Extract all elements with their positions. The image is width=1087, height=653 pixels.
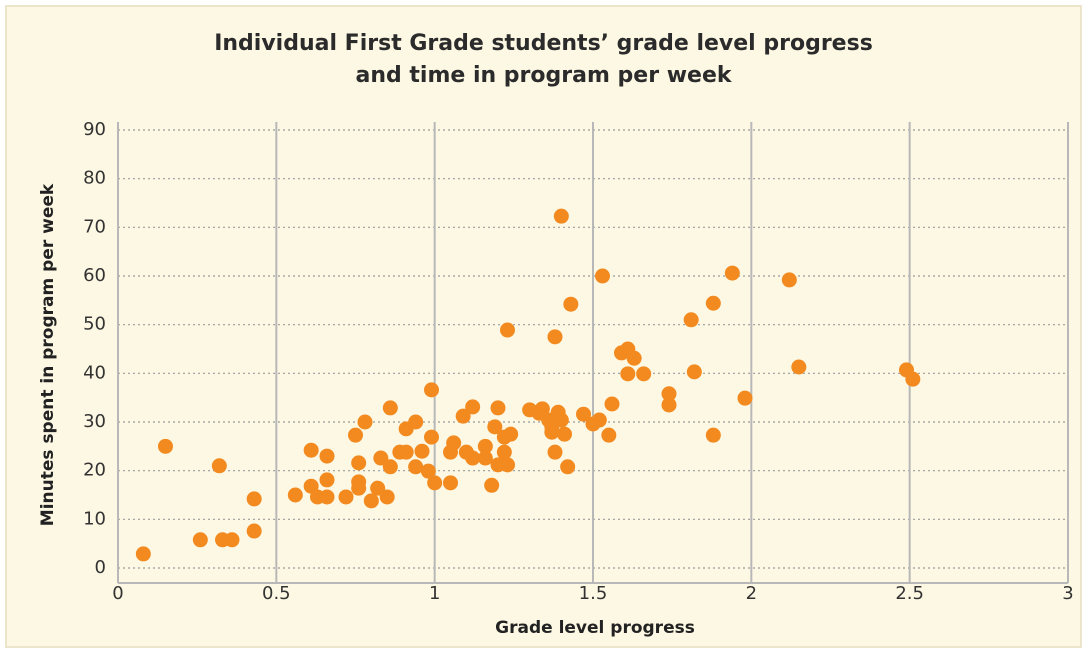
y-tick-label: 60 [83, 265, 106, 286]
point [661, 386, 677, 402]
y-tick-label: 10 [83, 508, 106, 529]
point [370, 480, 386, 496]
point [424, 429, 439, 445]
point [424, 382, 439, 398]
point [620, 366, 636, 382]
y-tick-label: 30 [83, 411, 106, 432]
point [246, 491, 262, 507]
point [446, 435, 462, 451]
point [211, 458, 227, 474]
point [661, 397, 677, 413]
point [398, 444, 414, 460]
x-tick-label: 1.5 [579, 583, 608, 604]
point [319, 448, 335, 464]
point [338, 489, 354, 505]
x-axis-label: Grade level progress [495, 618, 695, 638]
point [408, 459, 424, 475]
point [465, 399, 481, 415]
point [477, 438, 493, 454]
y-axis-label: Minutes spent in program per week [38, 183, 58, 526]
point [382, 459, 398, 475]
point [246, 523, 262, 539]
x-tick-label: 2 [746, 583, 757, 604]
point [408, 414, 424, 430]
point [319, 489, 335, 505]
point [591, 412, 607, 428]
point [547, 329, 563, 345]
point [443, 475, 458, 491]
y-tick-label: 20 [83, 460, 106, 481]
point [576, 406, 591, 422]
point [500, 457, 515, 473]
point [192, 532, 208, 548]
point [351, 455, 367, 471]
point [595, 268, 610, 284]
point [905, 371, 921, 387]
y-tick-label: 50 [83, 314, 106, 335]
point [420, 463, 436, 479]
point [487, 419, 503, 435]
point [287, 487, 303, 503]
point [636, 366, 652, 382]
point [379, 489, 395, 505]
x-tick-label: 3 [1062, 583, 1073, 604]
y-tick-label: 90 [83, 119, 106, 140]
point [414, 443, 430, 459]
point [455, 408, 471, 424]
x-tick-label: 0.5 [262, 583, 291, 604]
point [791, 359, 807, 375]
y-tick-label: 70 [83, 216, 106, 237]
point [503, 426, 519, 442]
point [224, 532, 240, 548]
point [544, 424, 560, 440]
x-tick-label: 2.5 [895, 583, 924, 604]
point [477, 450, 493, 466]
point [557, 426, 572, 442]
point [534, 401, 550, 417]
point [427, 475, 443, 491]
point [737, 390, 753, 406]
chart-title: Individual First Grade students’ grade l… [214, 31, 873, 88]
point [705, 427, 721, 443]
point [705, 295, 721, 311]
point [560, 459, 576, 475]
point [319, 472, 335, 488]
point [553, 208, 569, 224]
point [563, 296, 579, 312]
point [683, 312, 699, 328]
point [686, 364, 702, 380]
point [373, 450, 389, 466]
point [781, 272, 797, 288]
point [496, 444, 512, 460]
point [547, 444, 563, 460]
point [382, 400, 398, 416]
point [604, 396, 620, 412]
y-tick-label: 0 [95, 557, 106, 578]
x-tick-label: 0 [112, 583, 123, 604]
point [303, 442, 319, 458]
point [465, 450, 481, 466]
point [357, 414, 373, 430]
point [626, 350, 642, 366]
point [724, 265, 740, 281]
point [601, 427, 617, 443]
background [5, 5, 1082, 648]
point [351, 480, 367, 496]
y-tick-label: 40 [83, 362, 106, 383]
title-box: Individual First Grade students’ grade l… [0, 28, 1087, 92]
point [484, 477, 500, 493]
y-tick-label: 80 [83, 168, 106, 189]
point [135, 546, 151, 562]
point [500, 322, 515, 338]
point [553, 412, 569, 428]
point [363, 493, 379, 509]
x-tick-label: 1 [429, 583, 440, 604]
point [158, 438, 173, 454]
point [490, 400, 506, 416]
point [348, 427, 363, 443]
